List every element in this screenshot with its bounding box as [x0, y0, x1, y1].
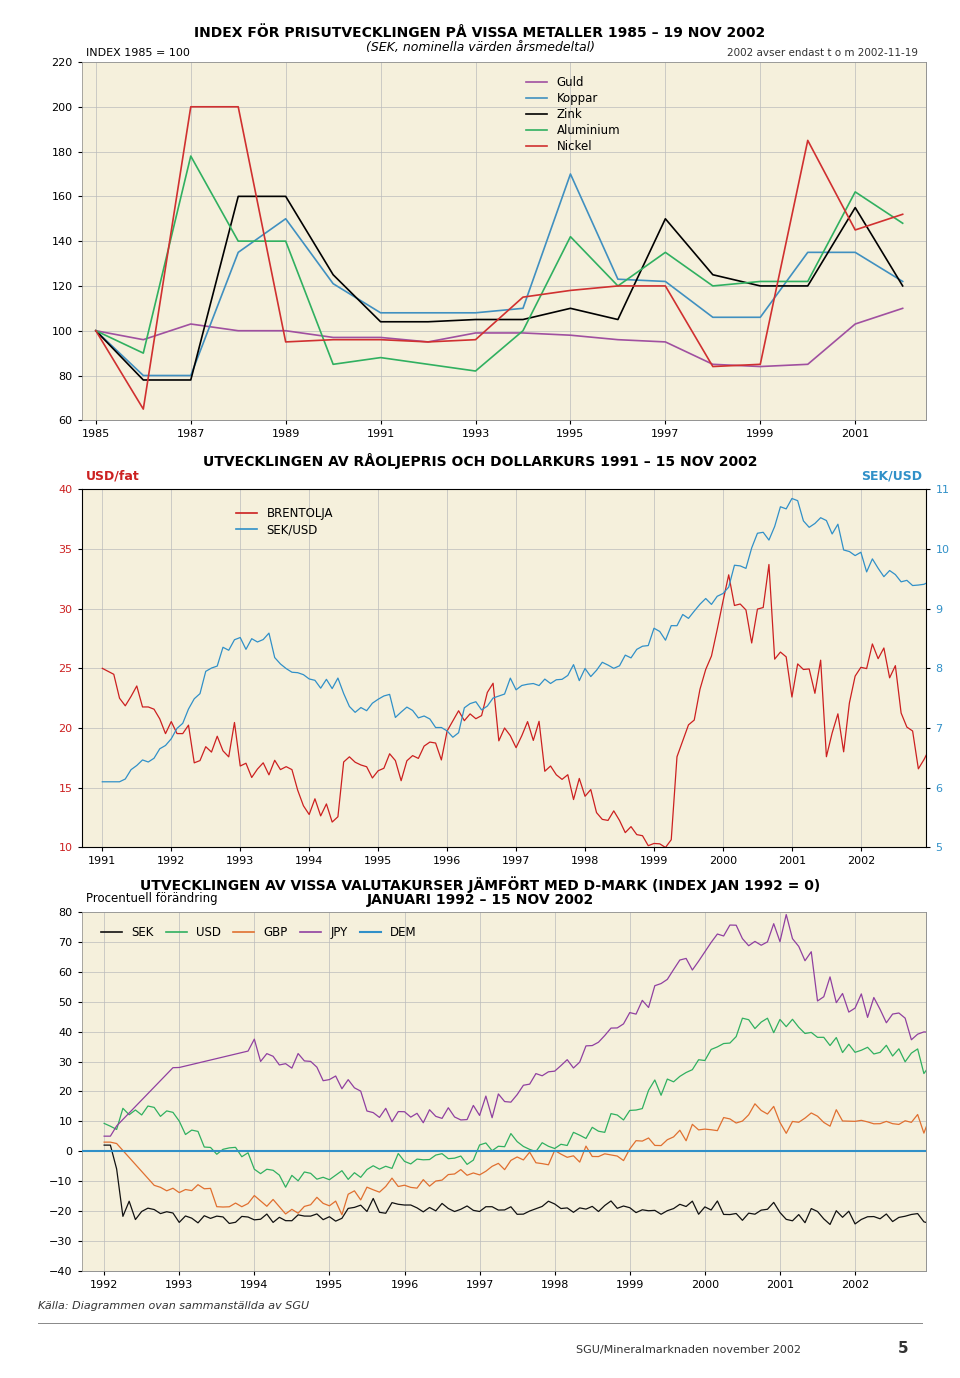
Text: SGU/Mineralmarknaden november 2002: SGU/Mineralmarknaden november 2002	[576, 1345, 801, 1355]
Text: INDEX 1985 = 100: INDEX 1985 = 100	[85, 48, 190, 58]
Text: (SEK, nominella värden årsmedeltal): (SEK, nominella värden årsmedeltal)	[366, 41, 594, 54]
Legend: SEK, USD, GBP, JPY, DEM: SEK, USD, GBP, JPY, DEM	[96, 922, 421, 944]
Text: USD/fat: USD/fat	[85, 469, 139, 482]
Text: Procentuell förändring: Procentuell förändring	[85, 892, 218, 905]
Text: Källa: Diagrammen ovan sammanställda av SGU: Källa: Diagrammen ovan sammanställda av …	[38, 1301, 309, 1310]
Text: UTVECKLINGEN AV RÅOLJEPRIS OCH DOLLARKURS 1991 – 15 NOV 2002: UTVECKLINGEN AV RÅOLJEPRIS OCH DOLLARKUR…	[203, 452, 757, 469]
Text: INDEX FÖR PRISUTVECKLINGEN PÅ VISSA METALLER 1985 – 19 NOV 2002: INDEX FÖR PRISUTVECKLINGEN PÅ VISSA META…	[194, 26, 766, 40]
Legend: BRENTOLJA, SEK/USD: BRENTOLJA, SEK/USD	[231, 502, 338, 542]
Text: 5: 5	[898, 1341, 908, 1356]
Text: 2002 avser endast t o m 2002-11-19: 2002 avser endast t o m 2002-11-19	[727, 48, 918, 58]
Text: UTVECKLINGEN AV VISSA VALUTAKURSER JÄMFÖRT MED D-MARK (INDEX JAN 1992 = 0): UTVECKLINGEN AV VISSA VALUTAKURSER JÄMFÖ…	[140, 876, 820, 893]
Legend: Guld, Koppar, Zink, Aluminium, Nickel: Guld, Koppar, Zink, Aluminium, Nickel	[521, 72, 625, 157]
Text: SEK/USD: SEK/USD	[861, 469, 923, 482]
Text: JANUARI 1992 – 15 NOV 2002: JANUARI 1992 – 15 NOV 2002	[367, 893, 593, 907]
